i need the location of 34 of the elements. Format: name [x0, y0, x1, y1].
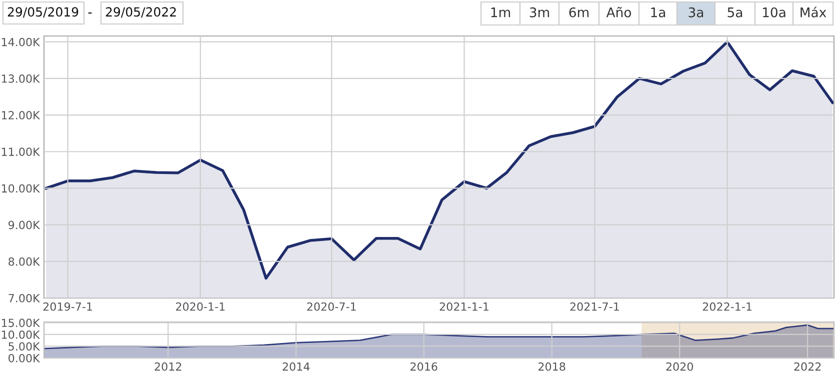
y-tick-label: 14.00K [2, 38, 40, 46]
category-label: Máx [800, 6, 826, 18]
y-tick-label: 11.00K [2, 148, 40, 156]
y-tick-label: 13.00K [2, 74, 40, 83]
x-tick-label: 2014 [282, 362, 310, 371]
y-tick-label: 10.00K [2, 330, 40, 339]
y-tick-label: 8.00K [8, 257, 40, 266]
x-tick-label: 2022 [794, 362, 821, 371]
x-tick-label: 2021-7-1 [570, 302, 619, 311]
text: 29/05/2019 [8, 7, 78, 18]
y-tick-label: 0.00K [8, 354, 40, 362]
category-label: 1m [491, 8, 510, 18]
y-tick-label: 9.00K [8, 220, 40, 230]
x-tick-label: 2021-1-1 [440, 302, 488, 311]
x-tick-label: 2020-7-1 [307, 302, 356, 311]
y-tick-label: 15.00K [2, 318, 40, 328]
x-tick-label: 2020 [666, 362, 694, 371]
y-tick-label: 12.00K [2, 111, 40, 120]
y-tick-label: 7.00K [8, 294, 40, 302]
x-tick-label: 2018 [538, 362, 566, 371]
category-label: 3m [530, 7, 550, 18]
y-tick-label: 10.00K [2, 184, 40, 193]
category-label: 1a [651, 8, 666, 18]
x-tick-label: 2019-7-1 [43, 302, 92, 311]
text: 29/05/2022 [106, 7, 176, 18]
category-label: 6m [569, 7, 589, 18]
x-tick-label: 2012 [154, 362, 182, 371]
category-label: 10a [763, 7, 786, 18]
text: - [88, 12, 92, 14]
x-tick-label: 2022-1-1 [702, 302, 752, 311]
x-tick-label: 2020-1-1 [176, 302, 225, 311]
y-tick-label: 5.00K [8, 342, 40, 351]
category-label: 3a [688, 7, 704, 18]
x-tick-label: 2016 [410, 362, 438, 371]
